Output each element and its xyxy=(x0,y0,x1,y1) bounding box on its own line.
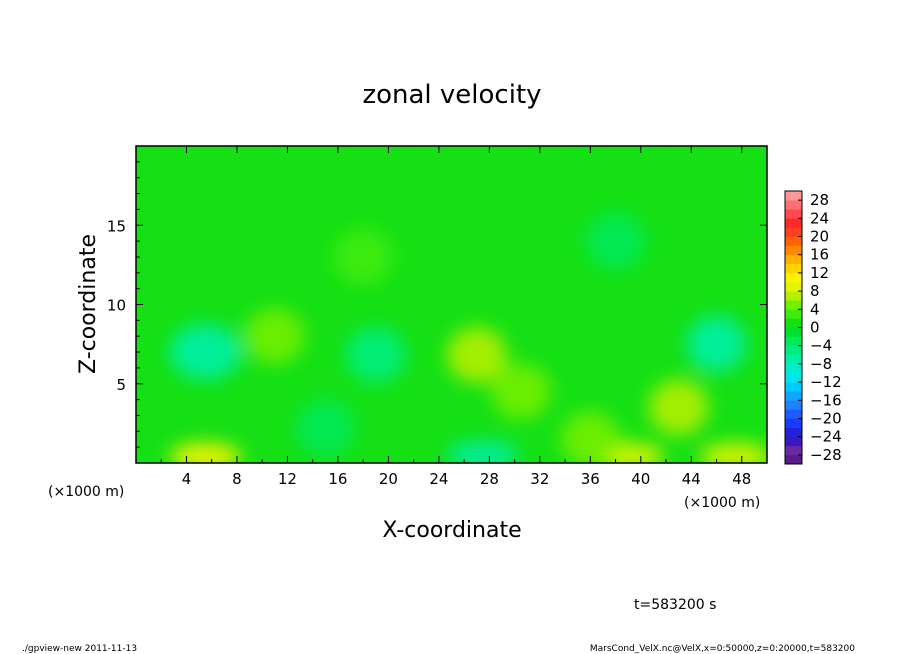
x-tick-label-4: 20 xyxy=(379,470,398,488)
field-feature-3 xyxy=(447,441,520,463)
colorbar-cell xyxy=(785,209,802,219)
colorbar-label-14: −28 xyxy=(810,446,842,464)
colorbar-cell xyxy=(785,427,802,437)
x-unit-right: (×1000 m) xyxy=(684,495,760,511)
colorbar-label-13: −24 xyxy=(810,428,842,446)
colorbar-cell xyxy=(785,291,802,301)
y-tick-label-0: 5 xyxy=(116,376,126,394)
colorbar-cell xyxy=(785,282,802,292)
colorbar-cell xyxy=(785,336,802,346)
colorbar-cell xyxy=(785,218,802,228)
field-feature-11 xyxy=(244,308,305,365)
colorbar-cell xyxy=(785,345,802,356)
x-tick-label-5: 24 xyxy=(429,470,448,488)
x-axis-label: X-coordinate xyxy=(382,518,521,543)
colorbar-label-10: −12 xyxy=(810,373,842,391)
y-axis-label: Z-coordinate xyxy=(76,234,101,374)
colorbar-cell xyxy=(785,263,802,274)
colorbar-cell xyxy=(785,227,802,237)
colorbar-cell xyxy=(785,318,802,328)
x-tick-label-9: 40 xyxy=(631,470,650,488)
y-tick-label-1: 10 xyxy=(107,297,126,315)
colorbar-label-5: 8 xyxy=(810,282,820,300)
field-feature-14 xyxy=(333,228,394,285)
y-axis-ticks: 5 10 15 xyxy=(107,161,767,448)
colorbar-cell xyxy=(785,300,802,310)
colorbar-cell xyxy=(785,191,802,201)
colorbar-label-3: 16 xyxy=(810,246,829,264)
colorbar-cell xyxy=(785,373,802,383)
x-tick-label-0: 4 xyxy=(182,470,192,488)
time-label: t=583200 s xyxy=(634,597,716,613)
colorbar-label-6: 4 xyxy=(810,300,820,318)
field-feature-7 xyxy=(648,379,709,436)
colorbar-cell xyxy=(785,391,802,401)
colorbar-cell xyxy=(785,236,802,246)
field-feature-5 xyxy=(446,327,507,384)
field-feature-4 xyxy=(295,400,356,457)
colorbar-label-8: −4 xyxy=(810,337,832,355)
y-tick-label-2: 15 xyxy=(107,217,126,235)
x-axis-ticks: 4 8 12 16 20 24 28 32 36 40 44 48 xyxy=(160,146,751,488)
x-tick-label-6: 28 xyxy=(480,470,499,488)
x-unit-left: (×1000 m) xyxy=(48,484,124,500)
field-feature-1 xyxy=(345,327,406,384)
x-tick-label-8: 36 xyxy=(581,470,600,488)
field-feature-12 xyxy=(560,411,621,463)
colorbar-label-12: −20 xyxy=(810,410,842,428)
footer-right: MarsCond_VelX.nc@VelX,x=0:50000,z=0:2000… xyxy=(590,644,855,654)
field-feature-0 xyxy=(169,324,242,381)
colorbar-cell xyxy=(785,445,802,456)
colorbar-cell xyxy=(785,200,802,210)
x-tick-label-10: 44 xyxy=(682,470,701,488)
x-tick-label-3: 16 xyxy=(328,470,347,488)
colorbar-cell xyxy=(785,409,802,419)
colorbar-label-9: −8 xyxy=(810,355,832,373)
x-tick-label-2: 12 xyxy=(278,470,297,488)
colorbar-cell xyxy=(785,327,802,337)
colorbar-label-7: 0 xyxy=(810,319,820,337)
colorbar-label-1: 24 xyxy=(810,209,829,227)
colorbar-cell xyxy=(785,272,802,283)
colorbar-cell xyxy=(785,354,802,365)
colorbar-label-4: 12 xyxy=(810,264,829,282)
colorbar-cell xyxy=(785,400,802,410)
field-features xyxy=(169,213,767,463)
colorbar-label-2: 20 xyxy=(810,228,829,246)
x-tick-label-1: 8 xyxy=(232,470,242,488)
colorbar-cell xyxy=(785,454,802,465)
x-tick-label-7: 32 xyxy=(530,470,549,488)
colorbar-label-11: −16 xyxy=(810,391,842,409)
colorbar-cell xyxy=(785,363,802,374)
colorbar-cell xyxy=(785,309,802,319)
colorbar-cell xyxy=(785,418,802,428)
field-feature-10 xyxy=(699,442,767,463)
x-tick-label-11: 48 xyxy=(732,470,751,488)
footer-left: ./gpview-new 2011-11-13 xyxy=(22,644,137,654)
field-feature-6 xyxy=(490,363,551,420)
chart-title: zonal velocity xyxy=(362,80,541,110)
colorbar-cell xyxy=(785,382,802,392)
field-feature-8 xyxy=(169,442,242,463)
colorbar-cell xyxy=(785,245,802,255)
colorbar-cell xyxy=(785,436,802,447)
colorbar-label-0: 28 xyxy=(810,191,829,209)
colorbar-cell xyxy=(785,254,802,265)
field-feature-2 xyxy=(686,316,747,373)
field-feature-13 xyxy=(585,213,646,270)
